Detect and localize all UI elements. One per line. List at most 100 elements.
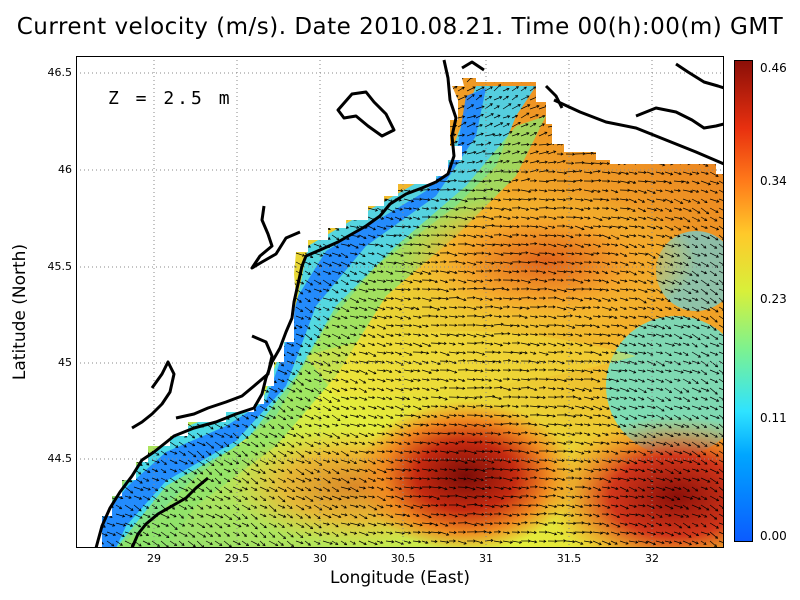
velocity-arrow bbox=[665, 69, 673, 74]
velocity-arrowhead bbox=[372, 227, 376, 231]
velocity-arrowhead bbox=[644, 114, 648, 118]
velocity-arrow bbox=[331, 180, 342, 183]
velocity-arrowhead bbox=[345, 198, 349, 202]
velocity-arrowhead bbox=[714, 292, 719, 296]
velocity-arrowhead bbox=[164, 325, 168, 329]
velocity-arrow bbox=[601, 171, 611, 174]
velocity-arrow bbox=[124, 360, 133, 367]
velocity-arrow bbox=[124, 171, 134, 174]
velocity-arrow bbox=[619, 279, 627, 282]
velocity-arrowhead bbox=[572, 68, 575, 70]
velocity-arrowhead bbox=[271, 371, 275, 375]
velocity-arrow bbox=[205, 117, 214, 121]
velocity-arrowhead bbox=[652, 226, 657, 230]
velocity-arrowhead bbox=[192, 254, 196, 258]
velocity-arrow bbox=[430, 333, 439, 337]
velocity-arrow bbox=[412, 86, 420, 92]
velocity-arrowhead bbox=[563, 307, 567, 311]
velocity-arrowhead bbox=[111, 370, 115, 374]
velocity-arrowhead bbox=[328, 283, 332, 286]
velocity-arrowhead bbox=[634, 189, 638, 193]
velocity-arrow bbox=[691, 288, 699, 293]
velocity-arrow bbox=[538, 342, 546, 346]
velocity-arrow bbox=[466, 216, 475, 219]
velocity-arrow bbox=[394, 125, 405, 128]
velocity-arrowhead bbox=[608, 315, 612, 319]
velocity-arrow bbox=[601, 351, 609, 354]
velocity-arrowhead bbox=[356, 179, 360, 183]
velocity-arrow bbox=[691, 234, 698, 240]
velocity-arrowhead bbox=[408, 96, 412, 100]
velocity-arrow bbox=[538, 189, 547, 192]
velocity-arrow bbox=[547, 104, 555, 110]
velocity-arrowhead bbox=[293, 143, 297, 147]
velocity-arrowhead bbox=[145, 289, 149, 293]
velocity-arrowhead bbox=[328, 253, 333, 257]
velocity-arrow bbox=[628, 243, 637, 248]
velocity-arrow bbox=[628, 153, 636, 155]
velocity-arrow bbox=[358, 360, 369, 364]
velocity-arrowhead bbox=[274, 245, 278, 249]
velocity-arrow bbox=[457, 333, 466, 336]
velocity-arrowhead bbox=[446, 333, 450, 337]
velocity-arrow bbox=[232, 369, 240, 376]
velocity-arrowhead bbox=[121, 145, 125, 149]
velocity-arrow bbox=[484, 122, 493, 128]
velocity-arrow bbox=[385, 351, 394, 354]
velocity-arrowhead bbox=[678, 98, 682, 102]
velocity-arrow bbox=[160, 270, 169, 275]
velocity-arrow bbox=[421, 324, 429, 327]
velocity-arrowhead bbox=[218, 352, 223, 356]
velocity-arrow bbox=[331, 216, 338, 220]
velocity-arrowhead bbox=[138, 79, 142, 84]
velocity-arrowhead bbox=[445, 297, 449, 301]
velocity-arrowhead bbox=[165, 352, 169, 356]
velocity-arrow bbox=[98, 68, 106, 73]
velocity-arrow bbox=[610, 342, 619, 347]
velocity-arrowhead bbox=[183, 144, 187, 148]
velocity-arrowhead bbox=[156, 343, 160, 347]
velocity-arrowhead bbox=[479, 297, 484, 301]
velocity-arrow bbox=[242, 72, 248, 73]
velocity-arrowhead bbox=[190, 317, 194, 321]
velocity-arrowhead bbox=[353, 144, 357, 148]
velocity-arrowhead bbox=[226, 200, 230, 204]
velocity-arrowhead bbox=[552, 104, 556, 108]
velocity-arrow bbox=[592, 170, 601, 173]
velocity-arrowhead bbox=[626, 113, 630, 117]
velocity-arrowhead bbox=[274, 190, 278, 194]
velocity-arrowhead bbox=[560, 123, 565, 127]
velocity-arrowhead bbox=[608, 307, 612, 311]
velocity-arrowhead bbox=[254, 273, 258, 276]
velocity-arrow bbox=[403, 123, 413, 128]
velocity-arrowhead bbox=[461, 342, 465, 346]
velocity-arrowhead bbox=[300, 97, 304, 101]
velocity-arrowhead bbox=[617, 216, 621, 220]
velocity-arrow bbox=[484, 161, 492, 164]
velocity-arrow bbox=[664, 225, 674, 231]
velocity-arrowhead bbox=[371, 153, 375, 157]
velocity-arrow bbox=[358, 198, 369, 202]
velocity-arrow bbox=[565, 342, 574, 346]
velocity-arrow bbox=[358, 87, 366, 92]
velocity-arrow bbox=[178, 315, 188, 320]
velocity-arrowhead bbox=[680, 201, 684, 204]
velocity-arrow bbox=[457, 95, 467, 101]
velocity-arrow bbox=[430, 150, 441, 155]
velocity-arrowhead bbox=[462, 359, 466, 363]
velocity-arrow bbox=[421, 198, 430, 201]
velocity-arrowhead bbox=[354, 207, 358, 211]
velocity-arrowhead bbox=[372, 235, 376, 239]
velocity-arrowhead bbox=[310, 114, 315, 118]
velocity-arrow bbox=[439, 243, 447, 247]
velocity-arrowhead bbox=[226, 335, 231, 338]
velocity-arrow bbox=[205, 171, 214, 175]
velocity-arrow bbox=[547, 261, 557, 264]
velocity-arrow bbox=[106, 116, 113, 119]
velocity-arrowhead bbox=[357, 106, 361, 110]
velocity-arrowhead bbox=[474, 358, 478, 363]
velocity-arrow bbox=[628, 97, 636, 101]
velocity-arrowhead bbox=[562, 189, 566, 193]
velocity-arrowhead bbox=[433, 68, 436, 70]
velocity-arrowhead bbox=[409, 323, 413, 328]
